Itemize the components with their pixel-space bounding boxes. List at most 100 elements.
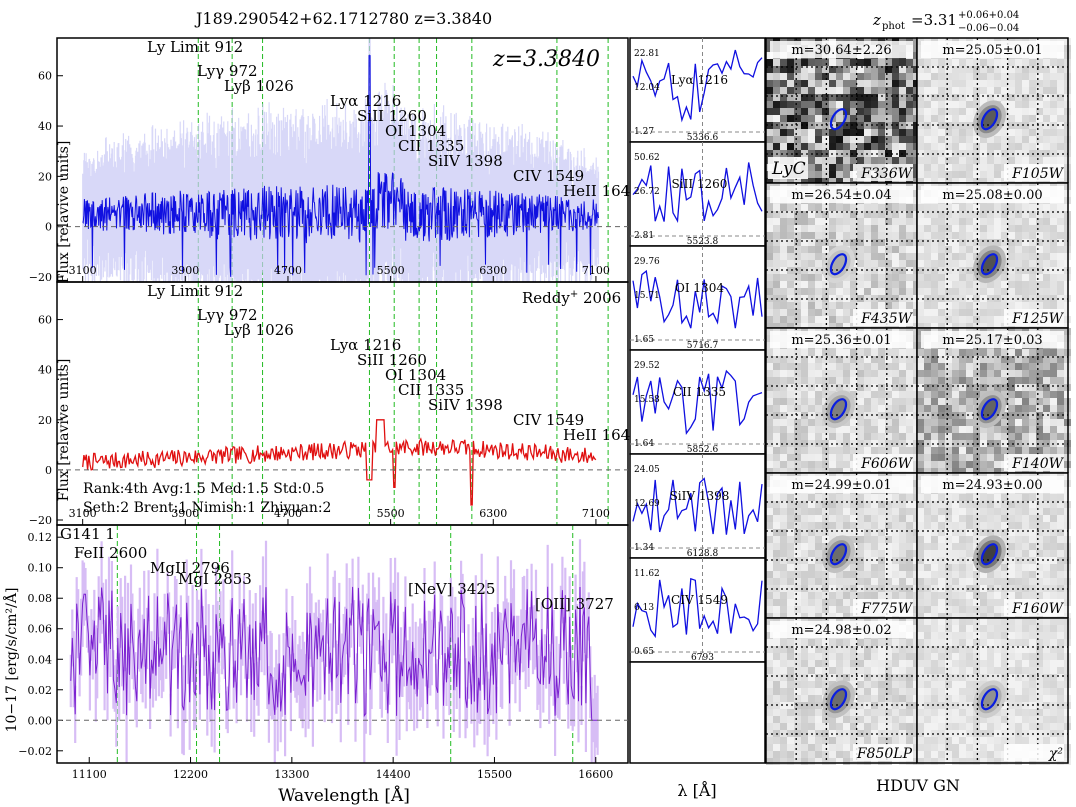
stamp-magnitude: m=25.36±0.01 (791, 333, 891, 348)
zoom-line-label: SiIV 1398 (670, 489, 730, 503)
x-tick-label: 5500 (377, 264, 405, 277)
zoom-column: 22.81 12.04 1.27 5336.6 Lyα 1216 50.62 26.72 2.… (629, 37, 766, 764)
stamp-filter: F336W (860, 166, 913, 182)
zoom-series (632, 269, 763, 329)
line-label: Lyβ 1026 (224, 77, 294, 95)
stamp-filter: F125W (1011, 311, 1064, 327)
template-spectrum-panel: 3100 3900 4700 5500 6300 7100 −20 0 20 40 60 Ly Li… (29, 281, 640, 527)
x-tick-label: 3100 (69, 264, 97, 277)
line-label: Ly Limit 912 (147, 38, 243, 56)
x-tick-label: 4700 (274, 264, 302, 277)
zoom-ytick-bottom: 1.65 (634, 335, 654, 345)
y-tick-label: 0.08 (28, 592, 53, 605)
x-tick-label: 3900 (171, 264, 199, 277)
x-tick-label: 7100 (582, 264, 610, 277)
stamp-filter: F160W (1011, 601, 1064, 617)
zoom-ytick-mid: 6.13 (634, 603, 654, 613)
line-label: Ly Limit 912 (147, 282, 243, 300)
stamp-magnitude: m=25.05±0.01 (942, 43, 1042, 58)
aperture-ellipse (829, 543, 848, 566)
y-tick-label: 0.06 (28, 623, 53, 636)
svg-text:=3.31: =3.31 (911, 11, 957, 29)
zoom-ytick-bottom: 0.65 (634, 647, 654, 657)
zoom-ytick-mid: 12.04 (634, 83, 660, 93)
y-tick-label: −20 (29, 271, 52, 284)
x-tick-label: 13300 (274, 768, 309, 781)
zoom-ytick-bottom: 1.64 (634, 439, 654, 449)
svg-text:+0.06+0.04: +0.06+0.04 (958, 10, 1019, 21)
observed-spectrum-panel: 3100 3900 4700 5500 6300 7100 −20 0 20 40 60 Ly Li… (29, 37, 640, 284)
aperture-ellipse (829, 108, 848, 131)
stamp-magnitude: m=25.17±0.03 (942, 333, 1042, 348)
grism-line-label: [OII] 3727 (535, 595, 614, 613)
zoom-center-wavelength: 5523.8 (687, 237, 719, 247)
zoom-ytick-mid: 26.72 (634, 187, 660, 197)
y-tick-label: 0.02 (28, 684, 53, 697)
svg-text:phot: phot (882, 21, 905, 32)
template-series (82, 419, 597, 506)
line-label: SiIV 1398 (428, 152, 503, 170)
image-stamp: m=25.05±0.01 F105W (916, 37, 1071, 185)
x-tick-label: 6300 (479, 264, 507, 277)
zoom-line-label: CIV 1549 (671, 593, 728, 607)
stamp-magnitude: m=26.54±0.04 (791, 188, 891, 203)
y-tick-label: 20 (38, 170, 52, 183)
stamp-magnitude: m=30.64±2.26 (791, 43, 891, 58)
y-tick-label: 40 (38, 120, 52, 133)
grism-line-label: FeII 2600 (74, 544, 147, 562)
aperture-ellipse (980, 688, 999, 711)
y-tick-label: 40 (38, 364, 52, 377)
image-stamp: m=26.54±0.04 F435W (765, 182, 920, 330)
zoom-series (632, 162, 763, 223)
stamp-magnitude: m=24.98±0.02 (791, 623, 891, 638)
grism-series (70, 586, 598, 721)
line-label: SiII 1260 (357, 351, 427, 369)
y-axis-label-mid: Flux [relavive units] (56, 359, 72, 502)
stamp-filter: F775W (860, 601, 913, 617)
lyc-label-bg (768, 157, 808, 179)
zoom-center-wavelength: 6793 (691, 653, 714, 663)
stamp-filter: F105W (1011, 166, 1064, 182)
x-tick-label: 6300 (479, 507, 507, 520)
grism-line-label: MgI 2853 (178, 570, 252, 588)
stamp-filter: F140W (1011, 456, 1064, 472)
y-tick-label: 60 (38, 70, 52, 83)
x-tick-label: 3100 (69, 507, 97, 520)
image-stamp: m=24.98±0.02 F850LP (765, 617, 920, 765)
grism-spectrum-panel: 11100 12200 13300 14400 15500 16600 −0.02 0.00 0… (2, 524, 629, 806)
y-tick-label: 60 (38, 314, 52, 327)
object-title: J189.290542+62.1712780 z=3.3840 (194, 9, 492, 28)
image-stamp: m=25.17±0.03 F140W (916, 327, 1071, 475)
y-axis-label-bottom: 10−17 [erg/s/cm²/Å] (2, 588, 20, 733)
y-axis-label-top: Flux [relavive units] (56, 141, 72, 284)
stamp-magnitude: m=24.99±0.01 (791, 478, 891, 493)
svg-text:z: z (872, 11, 881, 29)
zoom-line-label: Lyα 1216 (671, 73, 728, 87)
aperture-ellipse (829, 688, 848, 711)
votes-annotation: Seth:2 Brent:1 Nimish:1 Zhiyuan:2 (83, 500, 331, 516)
zoom-line-label: OI 1304 (675, 281, 724, 295)
line-label: SiII 1260 (357, 107, 427, 125)
zoom-ytick-bottom: 1.34 (634, 543, 654, 553)
line-label: CIV 1549 (513, 167, 584, 185)
template-reference: Reddy+ 2006 (522, 289, 621, 307)
line-label: Lyα 1216 (330, 336, 401, 354)
y-tick-label: 20 (38, 414, 52, 427)
line-label: Lyα 1216 (330, 92, 401, 110)
zoom-series (632, 577, 763, 639)
stamp-filter: F606W (860, 456, 913, 472)
zoom-panel: 29.52 15.58 1.64 5852.6 CII 1335 (629, 349, 766, 455)
zoom-ytick-top: 24.05 (634, 465, 660, 475)
line-label: OI 1304 (385, 366, 446, 384)
zoom-panel: 22.81 12.04 1.27 5336.6 Lyα 1216 (629, 37, 766, 143)
zoom-series (632, 477, 763, 535)
line-label: Lyγ 972 (197, 62, 258, 80)
line-label: HeII 1640 (563, 426, 640, 444)
aperture-ellipse (980, 398, 999, 421)
aperture-ellipse (980, 253, 999, 276)
stamp-filter: F435W (860, 311, 913, 327)
image-stamp: m=24.93±0.00 F160W (916, 472, 1071, 620)
x-tick-label: 11100 (72, 768, 107, 781)
line-label: CII 1335 (398, 137, 464, 155)
y-tick-label: −20 (29, 514, 52, 527)
